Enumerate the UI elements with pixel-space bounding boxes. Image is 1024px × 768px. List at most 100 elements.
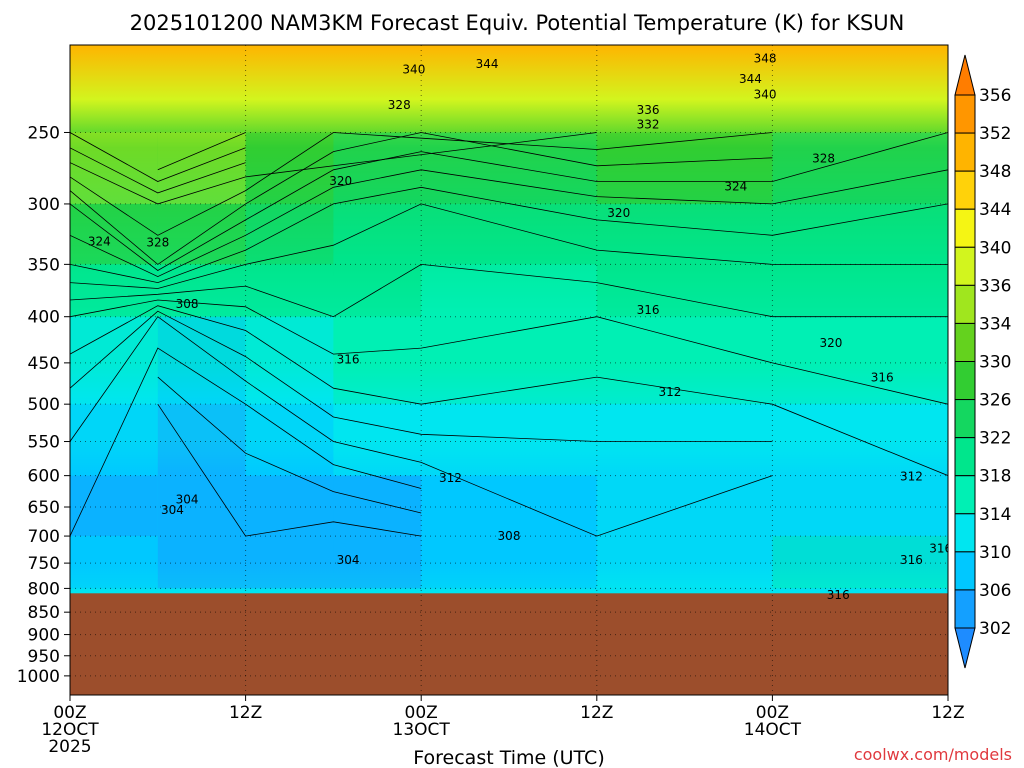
field-cell — [333, 203, 422, 265]
field-cell — [772, 203, 948, 265]
field-cell — [333, 475, 422, 537]
y-tick-label: 850 — [28, 603, 60, 623]
y-tick-label: 400 — [28, 308, 60, 328]
contour-label: 324 — [88, 234, 111, 248]
field-cell — [596, 132, 773, 204]
field-cell — [245, 536, 334, 589]
y-tick-label: 600 — [28, 467, 60, 487]
colorbar-label: 352 — [979, 124, 1011, 144]
field-cell — [157, 404, 246, 476]
contour-label: 328 — [146, 235, 169, 249]
contour-line — [70, 186, 948, 284]
contour-label: 308 — [498, 529, 521, 543]
field-patches — [70, 132, 948, 589]
y-tick-label: 550 — [28, 433, 60, 453]
y-tick-label: 750 — [28, 554, 60, 574]
contour-label: 304 — [161, 503, 184, 517]
field-cell — [596, 536, 773, 589]
field-cell — [70, 536, 158, 589]
x-axis-label: Forecast Time (UTC) — [413, 747, 604, 768]
contour-line — [70, 310, 773, 442]
x-tick-label: 12Z — [931, 703, 964, 723]
colorbar-box — [954, 208, 976, 248]
field-cell — [772, 316, 948, 405]
field-cell — [70, 404, 158, 476]
chart-title: 2025101200 NAM3KM Forecast Equiv. Potent… — [130, 11, 905, 35]
colorbar-label: 348 — [979, 162, 1011, 182]
colorbar-label: 334 — [979, 314, 1011, 334]
colorbar-box — [954, 170, 976, 210]
y-tick-label: 450 — [28, 354, 60, 374]
field-cell — [596, 203, 773, 265]
x-tick-label: 14OCT — [744, 720, 802, 740]
contour-line — [70, 203, 948, 289]
contour-label: 320 — [819, 336, 842, 350]
field-cell — [421, 536, 597, 589]
field-cell — [157, 536, 246, 589]
contour-line — [70, 147, 246, 194]
contour-label: 304 — [337, 553, 360, 567]
colorbar-box — [954, 361, 976, 401]
field-cell — [157, 132, 246, 204]
y-tick-label: 800 — [28, 579, 60, 599]
contour-label: 312 — [659, 385, 682, 399]
field-cell — [245, 203, 334, 265]
contour-line — [70, 316, 773, 537]
contour-line — [70, 169, 948, 278]
contour-line — [157, 376, 422, 514]
field-cell — [157, 475, 246, 537]
colorbar-box — [954, 399, 976, 439]
contour-label: 304 — [176, 493, 199, 507]
colorbar-label: 302 — [979, 619, 1011, 639]
contour-label: 316 — [337, 352, 360, 366]
contour-label: 316 — [827, 588, 850, 602]
field-cell — [333, 316, 422, 405]
field-cell — [772, 536, 948, 589]
y-tick-label: 900 — [28, 626, 60, 646]
contour-label: 344 — [476, 57, 499, 71]
field-cell — [245, 475, 334, 537]
colorbar-label: 322 — [979, 429, 1011, 449]
colorbar-box — [954, 513, 976, 553]
colorbar-label: 310 — [979, 543, 1011, 563]
contour-lines — [70, 132, 948, 537]
contour-label: 316 — [929, 542, 952, 556]
contour-label: 336 — [637, 103, 660, 117]
contour-line — [157, 403, 422, 537]
field-cell — [772, 264, 948, 317]
contour-label: 340 — [402, 63, 425, 77]
y-tick-label: 1000 — [17, 667, 60, 687]
colorbar-box — [954, 94, 976, 134]
field-cell — [245, 264, 334, 317]
field-cell — [596, 316, 773, 405]
contour-label: 312 — [900, 469, 923, 483]
field-cell — [596, 264, 773, 317]
contour-line — [70, 132, 597, 205]
y-tick-label: 500 — [28, 395, 60, 415]
field-cell — [333, 132, 422, 204]
contour-line — [70, 132, 948, 271]
colorbar-label: 340 — [979, 238, 1011, 258]
field-cell — [245, 404, 334, 476]
field-cell — [772, 132, 948, 204]
colorbar-box — [954, 437, 976, 477]
contour-label: 316 — [900, 553, 923, 567]
field-cell — [70, 264, 158, 317]
field-cell — [157, 316, 246, 405]
field-cell — [70, 203, 158, 265]
x-tick-label: 12Z — [580, 703, 613, 723]
colorbar-bottom-arrow — [954, 627, 976, 669]
colorbar-box — [954, 551, 976, 591]
contour-label: 308 — [176, 297, 199, 311]
x-tick-label: 00Z — [405, 703, 438, 723]
field-cell — [70, 316, 158, 405]
field-cell — [421, 475, 597, 537]
contour-label: 344 — [739, 72, 762, 86]
contour-line — [70, 132, 246, 182]
plot-frame — [69, 44, 949, 696]
y-tick-label: 650 — [28, 498, 60, 518]
contour-line — [157, 132, 246, 171]
